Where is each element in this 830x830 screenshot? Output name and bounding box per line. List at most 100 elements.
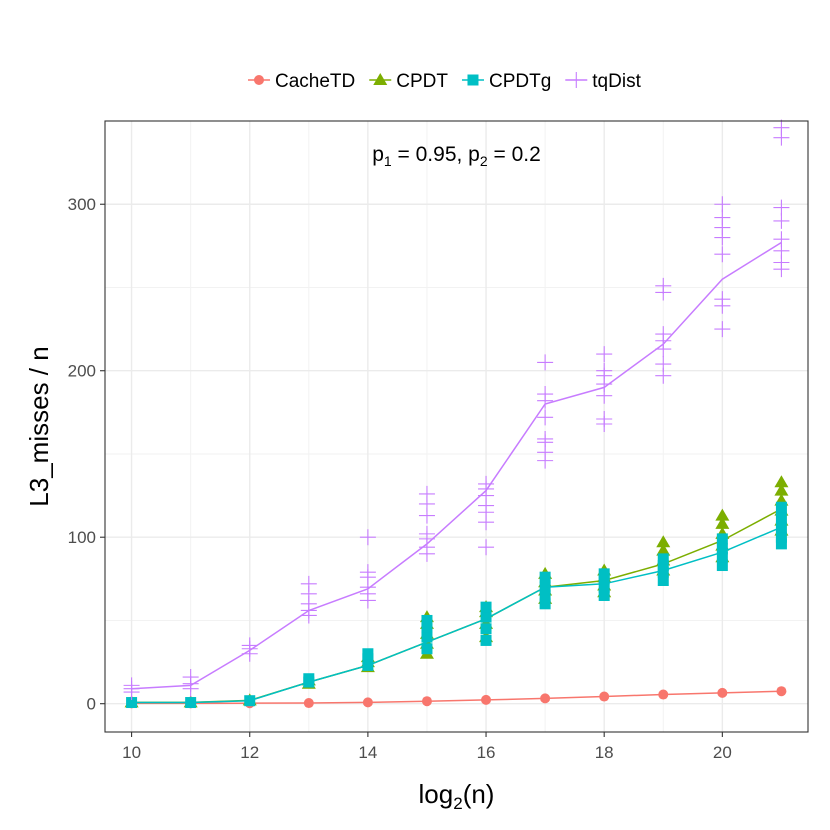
cpdtg-point: [539, 589, 551, 601]
legend-key-circle: [254, 75, 264, 85]
tqdist-point: [714, 196, 731, 213]
cpdtg-point: [539, 571, 551, 583]
cpdtg-point: [421, 631, 433, 643]
cachetd-point: [776, 686, 787, 697]
cpdtg-point: [657, 553, 669, 565]
tqdist-point: [773, 231, 790, 248]
plot-border: [104, 120, 809, 733]
cachetd-mean-line: [131, 690, 782, 705]
cpdtg-point: [480, 601, 492, 613]
cpdt-point: [774, 483, 789, 496]
legend-item-cachetd: CacheTD: [248, 71, 355, 92]
cpdtg-point: [775, 511, 787, 523]
legend-label-cpdt: CPDT: [396, 71, 448, 92]
tqdist-point: [714, 321, 731, 338]
cpdt-point: [715, 508, 730, 521]
cpdtg-point: [421, 614, 433, 626]
cpdtg-point: [775, 538, 787, 550]
tqdist-point: [418, 485, 435, 502]
x-tick-label: 14: [358, 743, 377, 762]
plot-panel: [105, 121, 808, 732]
x-axis-title-subscript: 2: [453, 794, 462, 813]
cpdtg-point: [598, 568, 610, 580]
tqdist-point: [123, 677, 140, 694]
legend: CacheTD CPDT CPDTg tqDist: [248, 71, 642, 92]
p1-label: p: [372, 143, 384, 166]
tqdist-point: [359, 564, 376, 581]
tqdist-point: [655, 356, 672, 373]
cpdtg-point: [421, 621, 433, 633]
tqdist-point: [537, 409, 554, 426]
p2-subscript: 2: [480, 153, 488, 169]
tqdist-point: [182, 669, 199, 686]
tqdist-point: [773, 119, 790, 136]
cpdtg-point: [480, 623, 492, 635]
x-tick-label: 16: [477, 743, 496, 762]
cpdtg-point: [539, 598, 551, 610]
x-tick-label: 10: [122, 743, 141, 762]
cpdt-point: [774, 475, 789, 488]
cpdtg-point: [716, 543, 728, 555]
y-tick-label: 200: [68, 362, 96, 381]
cpdtg-mean-line: [131, 526, 782, 704]
cpdtg-point: [657, 566, 669, 578]
legend-item-tqdist: tqDist: [565, 71, 642, 92]
legend-key-triangle: [373, 73, 388, 86]
tqdist-point: [714, 246, 731, 263]
legend-key-plus: [568, 72, 585, 88]
legend-label-cpdtg: CPDTg: [489, 71, 551, 92]
cpdtg-point: [598, 581, 610, 593]
cpdtg-point: [716, 560, 728, 572]
cpdtg-point: [480, 611, 492, 623]
x-tick-label: 20: [713, 743, 732, 762]
tqdist-point: [359, 529, 376, 546]
y-tick-label: 300: [68, 195, 96, 214]
legend-label-tqdist: tqDist: [592, 71, 641, 92]
cpdtg-point: [657, 574, 669, 586]
legend-item-cpdt: CPDT: [369, 71, 448, 92]
cpdtg-point: [716, 551, 728, 563]
y-tick-label: 100: [68, 528, 96, 547]
tqdist-point: [537, 386, 554, 403]
x-axis-title-main: log: [419, 779, 454, 809]
cpdt-point: [656, 535, 671, 548]
gridlines: [105, 121, 808, 732]
p2-label: p: [468, 143, 480, 166]
cpdtg-point: [126, 697, 138, 709]
tqdist-point: [478, 539, 495, 556]
legend-label-cachetd: CacheTD: [275, 71, 355, 92]
tqdist-point: [596, 346, 613, 363]
cpdtg-point: [775, 501, 787, 513]
p1-subscript: 1: [384, 153, 392, 169]
y-axis-title: L3_misses / n: [24, 346, 54, 506]
parameter-annotation: p1 = 0.95, p2 = 0.2: [372, 143, 541, 169]
tqdist-point: [596, 362, 613, 379]
series-layer: [123, 119, 790, 709]
series-cpdtg: [126, 501, 787, 709]
p1-value: = 0.95,: [392, 143, 468, 166]
cpdtg-point: [775, 531, 787, 543]
cpdtg-point: [657, 560, 669, 572]
cpdtg-point: [480, 634, 492, 646]
tqdist-point: [655, 326, 672, 343]
legend-item-cpdtg: CPDTg: [461, 71, 551, 92]
p2-value: = 0.2: [488, 143, 541, 166]
tqdist-point: [596, 411, 613, 428]
tqdist-point: [537, 354, 554, 371]
cpdt-point: [656, 543, 671, 556]
tqdist-point: [773, 199, 790, 216]
x-axis-title-suffix: (n): [463, 779, 495, 809]
tqdist-point: [418, 525, 435, 542]
tqdist-point: [537, 430, 554, 447]
tqdist-point: [655, 277, 672, 294]
cpdtg-point: [421, 643, 433, 655]
series-tqdist: [123, 119, 790, 701]
cpdtg-point: [716, 533, 728, 545]
tqdist-mean-line: [131, 241, 782, 690]
tqdist-point: [300, 575, 317, 592]
cpdtg-point: [362, 648, 374, 660]
cpdtg-point: [775, 521, 787, 533]
legend-key-square: [467, 74, 479, 86]
